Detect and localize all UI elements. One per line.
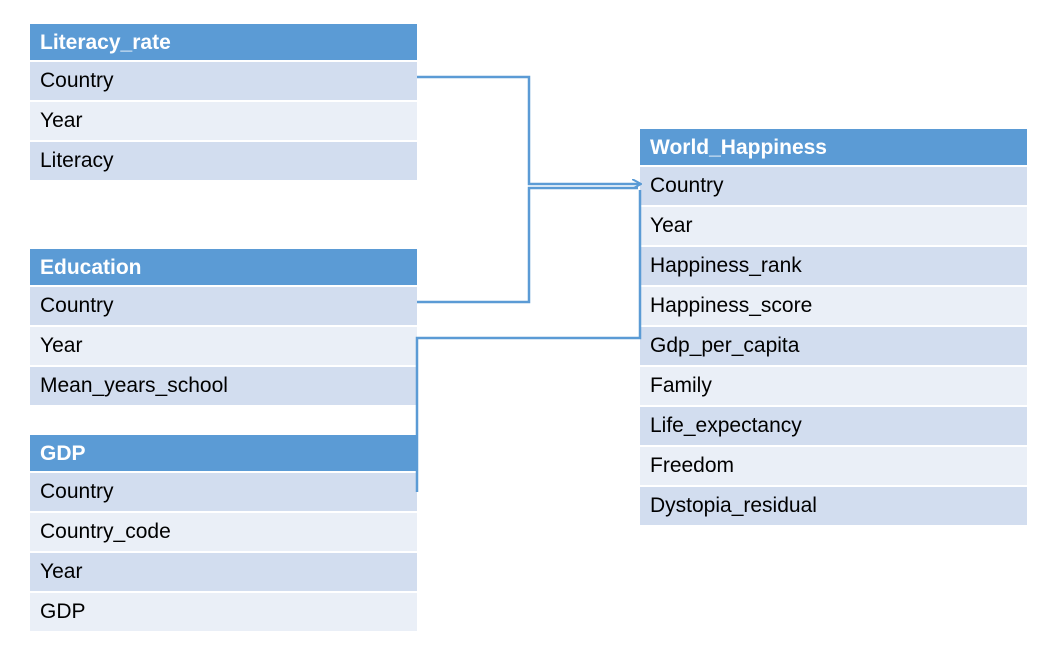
- field-row: Dystopia_residual: [640, 487, 1027, 527]
- field-row: Country: [30, 287, 417, 327]
- field-row: Country: [30, 62, 417, 102]
- field-row: Country: [640, 167, 1027, 207]
- table-gdp: GDP Country Country_code Year GDP: [30, 435, 417, 633]
- field-row: Freedom: [640, 447, 1027, 487]
- field-row: GDP: [30, 593, 417, 633]
- field-row: Year: [30, 102, 417, 142]
- field-row: Happiness_rank: [640, 247, 1027, 287]
- field-row: Gdp_per_capita: [640, 327, 1027, 367]
- table-education: Education Country Year Mean_years_school: [30, 249, 417, 407]
- table-world-happiness: World_Happiness Country Year Happiness_r…: [640, 129, 1027, 527]
- connector-education-to-happiness: [417, 186, 638, 304]
- field-row: Year: [640, 207, 1027, 247]
- table-title: Education: [30, 249, 417, 287]
- field-row: Country: [30, 473, 417, 513]
- table-title: World_Happiness: [640, 129, 1027, 167]
- table-title: GDP: [30, 435, 417, 473]
- field-row: Year: [30, 327, 417, 367]
- table-title: Literacy_rate: [30, 24, 417, 62]
- field-row: Life_expectancy: [640, 407, 1027, 447]
- connector-gdp-to-happiness: [415, 190, 642, 492]
- field-row: Family: [640, 367, 1027, 407]
- field-row: Happiness_score: [640, 287, 1027, 327]
- field-row: Mean_years_school: [30, 367, 417, 407]
- table-literacy-rate: Literacy_rate Country Year Literacy: [30, 24, 417, 182]
- field-row: Literacy: [30, 142, 417, 182]
- field-row: Country_code: [30, 513, 417, 553]
- field-row: Year: [30, 553, 417, 593]
- connector-literacy-to-happiness: [417, 75, 640, 184]
